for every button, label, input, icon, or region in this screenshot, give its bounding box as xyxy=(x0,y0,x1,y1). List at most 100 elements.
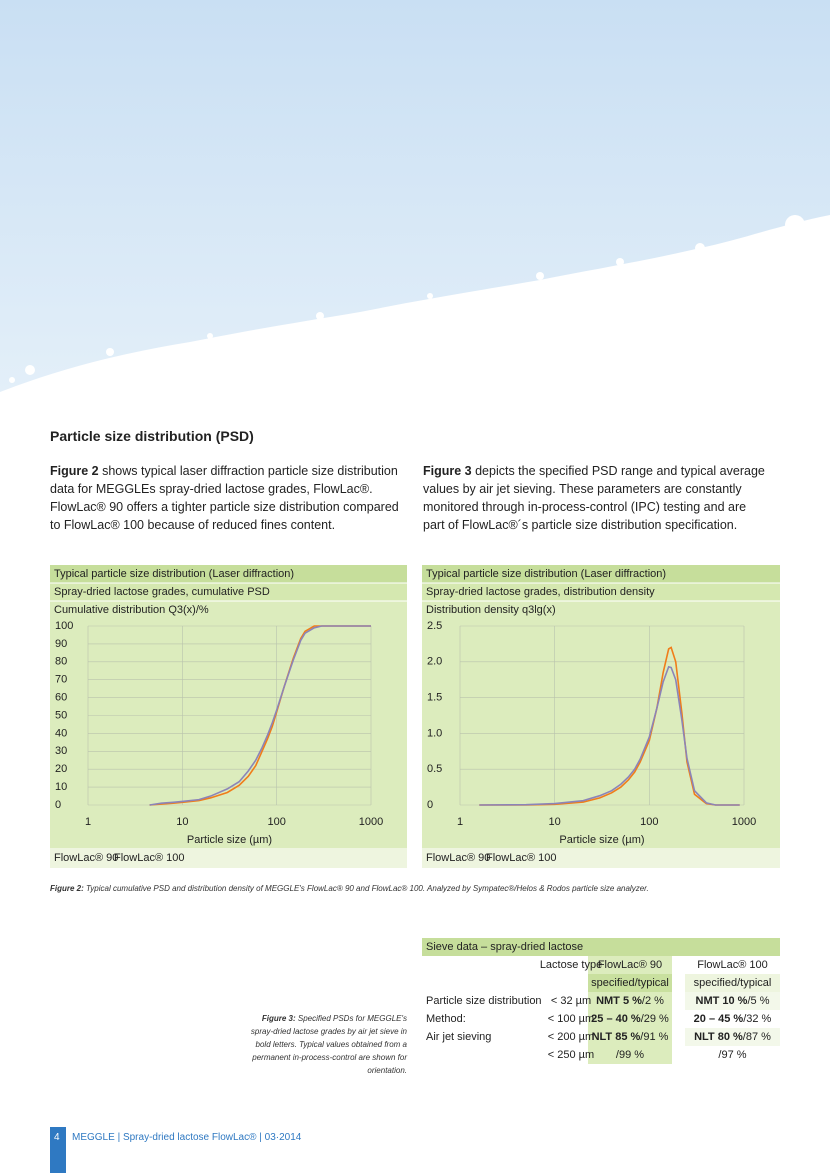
header-art xyxy=(0,0,830,420)
page-number: 4 xyxy=(54,1132,60,1143)
table-title: Sieve data – spray-dried lactose xyxy=(426,941,584,953)
typical-value: /99 % xyxy=(615,1049,645,1061)
bubbles xyxy=(9,215,820,383)
column-header: Lactose type xyxy=(539,959,603,971)
caption-text: Typical cumulative PSD and distribution … xyxy=(83,884,649,893)
y-tick-label: 0 xyxy=(55,799,61,811)
caption-lead: Figure 2: xyxy=(50,884,84,893)
subtitle-bar xyxy=(50,583,407,601)
subtitle-bar xyxy=(422,583,780,601)
y-tick-label: 100 xyxy=(55,620,73,632)
specified-value: NMT 10 % xyxy=(695,995,748,1007)
paragraph-lead: Figure 2 xyxy=(50,464,99,478)
table-cell: /97 % xyxy=(685,1046,780,1064)
row-size: < 100 µm xyxy=(547,1013,595,1025)
specified-value: NMT 5 % xyxy=(596,995,642,1007)
table-cell: 25 – 40 %/29 % xyxy=(588,1010,672,1028)
chart: Typical particle size distribution (Lase… xyxy=(422,565,780,868)
paragraph-lead: Figure 3 xyxy=(423,464,472,478)
table-cell: NMT 5 %/2 % xyxy=(588,992,672,1010)
footer-text: MEGGLE | Spray-dried lactose FlowLac® | … xyxy=(72,1132,302,1143)
y-tick-label: 30 xyxy=(55,745,67,757)
y-tick-label: 50 xyxy=(55,709,67,721)
caption-lead: Figure 3: xyxy=(261,1014,296,1023)
row-label: Air jet sieving xyxy=(426,1031,492,1043)
caption-text: Specified PSDs for MEGGLE's spray-dried … xyxy=(250,1014,407,1075)
section-heading: Particle size distribution (PSD) xyxy=(50,428,254,444)
x-tick-label: 1000 xyxy=(359,816,383,828)
series-line xyxy=(149,625,371,806)
y-tick-label: 1.0 xyxy=(427,727,442,739)
y-tick-label: 10 xyxy=(55,781,67,793)
series-line xyxy=(479,665,740,806)
y-tick-label: 1.5 xyxy=(427,692,442,704)
typical-value: /91 % xyxy=(640,1031,669,1043)
row-size: < 32 µm xyxy=(550,995,592,1007)
column-subheader: specified/typical xyxy=(591,977,669,989)
legend-entry: FlowLac® 90 xyxy=(54,852,118,864)
series-line xyxy=(149,625,371,806)
plot-panel xyxy=(50,601,407,848)
legend-bar xyxy=(50,848,407,868)
figure-caption: Figure 3: Specified PSDs for MEGGLE's sp… xyxy=(240,1012,407,1077)
x-tick-label: 10 xyxy=(549,816,561,828)
y-tick-label: 60 xyxy=(55,692,67,704)
typical-value: /5 % xyxy=(747,995,770,1007)
specified-value: 20 – 45 % xyxy=(693,1013,744,1025)
y-tick-label: 0.5 xyxy=(427,763,442,775)
x-axis-label: Particle size (µm) xyxy=(187,834,272,846)
y-axis-label: Cumulative distribution Q3(x)/% xyxy=(54,604,209,616)
x-tick-label: 10 xyxy=(176,816,188,828)
column-subheader: specified/typical xyxy=(693,977,772,989)
row-label: Method: xyxy=(426,1013,466,1025)
y-tick-label: 0 xyxy=(427,799,433,811)
x-tick-label: 100 xyxy=(267,816,285,828)
chart: Typical particle size distribution (Lase… xyxy=(50,565,407,868)
table-title-bar xyxy=(422,938,780,956)
x-tick-label: 1 xyxy=(457,816,463,828)
chart-subtitle: Spray-dried lactose grades, distribution… xyxy=(426,586,655,598)
typical-value: /87 % xyxy=(742,1031,771,1043)
column-header: FlowLac® 100 xyxy=(697,959,768,971)
title-bar xyxy=(422,565,780,583)
x-tick-label: 1000 xyxy=(732,816,756,828)
figure-caption: Figure 2: Typical cumulative PSD and dis… xyxy=(50,884,790,893)
row-size: < 200 µm xyxy=(547,1031,595,1043)
legend-entry: FlowLac® 100 xyxy=(114,852,184,864)
x-tick-label: 1 xyxy=(85,816,91,828)
title-bar xyxy=(50,565,407,583)
row-label: Particle size distribution xyxy=(426,995,542,1007)
y-tick-label: 80 xyxy=(55,656,67,668)
paragraph: Figure 2 shows typical laser diffraction… xyxy=(50,462,400,534)
legend-bar xyxy=(422,848,780,868)
typical-value: /32 % xyxy=(743,1013,772,1025)
specified-value: NLT 85 % xyxy=(591,1031,641,1043)
sieve-table: Sieve data – spray-dried lactose Lactose … xyxy=(422,938,780,1064)
legend-entry: FlowLac® 90 xyxy=(426,852,490,864)
y-tick-label: 90 xyxy=(55,638,67,650)
table-cell: NLT 80 %/87 % xyxy=(685,1028,780,1046)
plot-panel xyxy=(422,601,780,848)
table-cell: /99 % xyxy=(588,1046,672,1064)
subheader-band xyxy=(588,974,672,992)
paragraph: Figure 3 depicts the specified PSD range… xyxy=(423,462,768,534)
row-band xyxy=(685,1028,780,1046)
specified-value: NLT 80 % xyxy=(694,1031,743,1043)
y-tick-label: 2.0 xyxy=(427,656,442,668)
paragraph-text: depicts the specified PSD range and typi… xyxy=(423,464,765,532)
typical-value: /29 % xyxy=(640,1013,669,1025)
subheader-band xyxy=(685,974,780,992)
x-tick-label: 100 xyxy=(640,816,658,828)
y-tick-label: 70 xyxy=(55,674,67,686)
column-header: FlowLac® 90 xyxy=(597,959,663,971)
y-tick-label: 40 xyxy=(55,727,67,739)
x-axis-label: Particle size (µm) xyxy=(559,834,644,846)
sky xyxy=(0,0,830,392)
chart-title: Typical particle size distribution (Lase… xyxy=(426,568,666,580)
y-tick-label: 2.5 xyxy=(427,620,442,632)
table-cell: 20 – 45 %/32 % xyxy=(685,1010,780,1028)
table-cell: NMT 10 %/5 % xyxy=(685,992,780,1010)
specified-value: 25 – 40 % xyxy=(591,1013,641,1025)
typical-value: /2 % xyxy=(641,995,664,1007)
legend-entry: FlowLac® 100 xyxy=(486,852,556,864)
